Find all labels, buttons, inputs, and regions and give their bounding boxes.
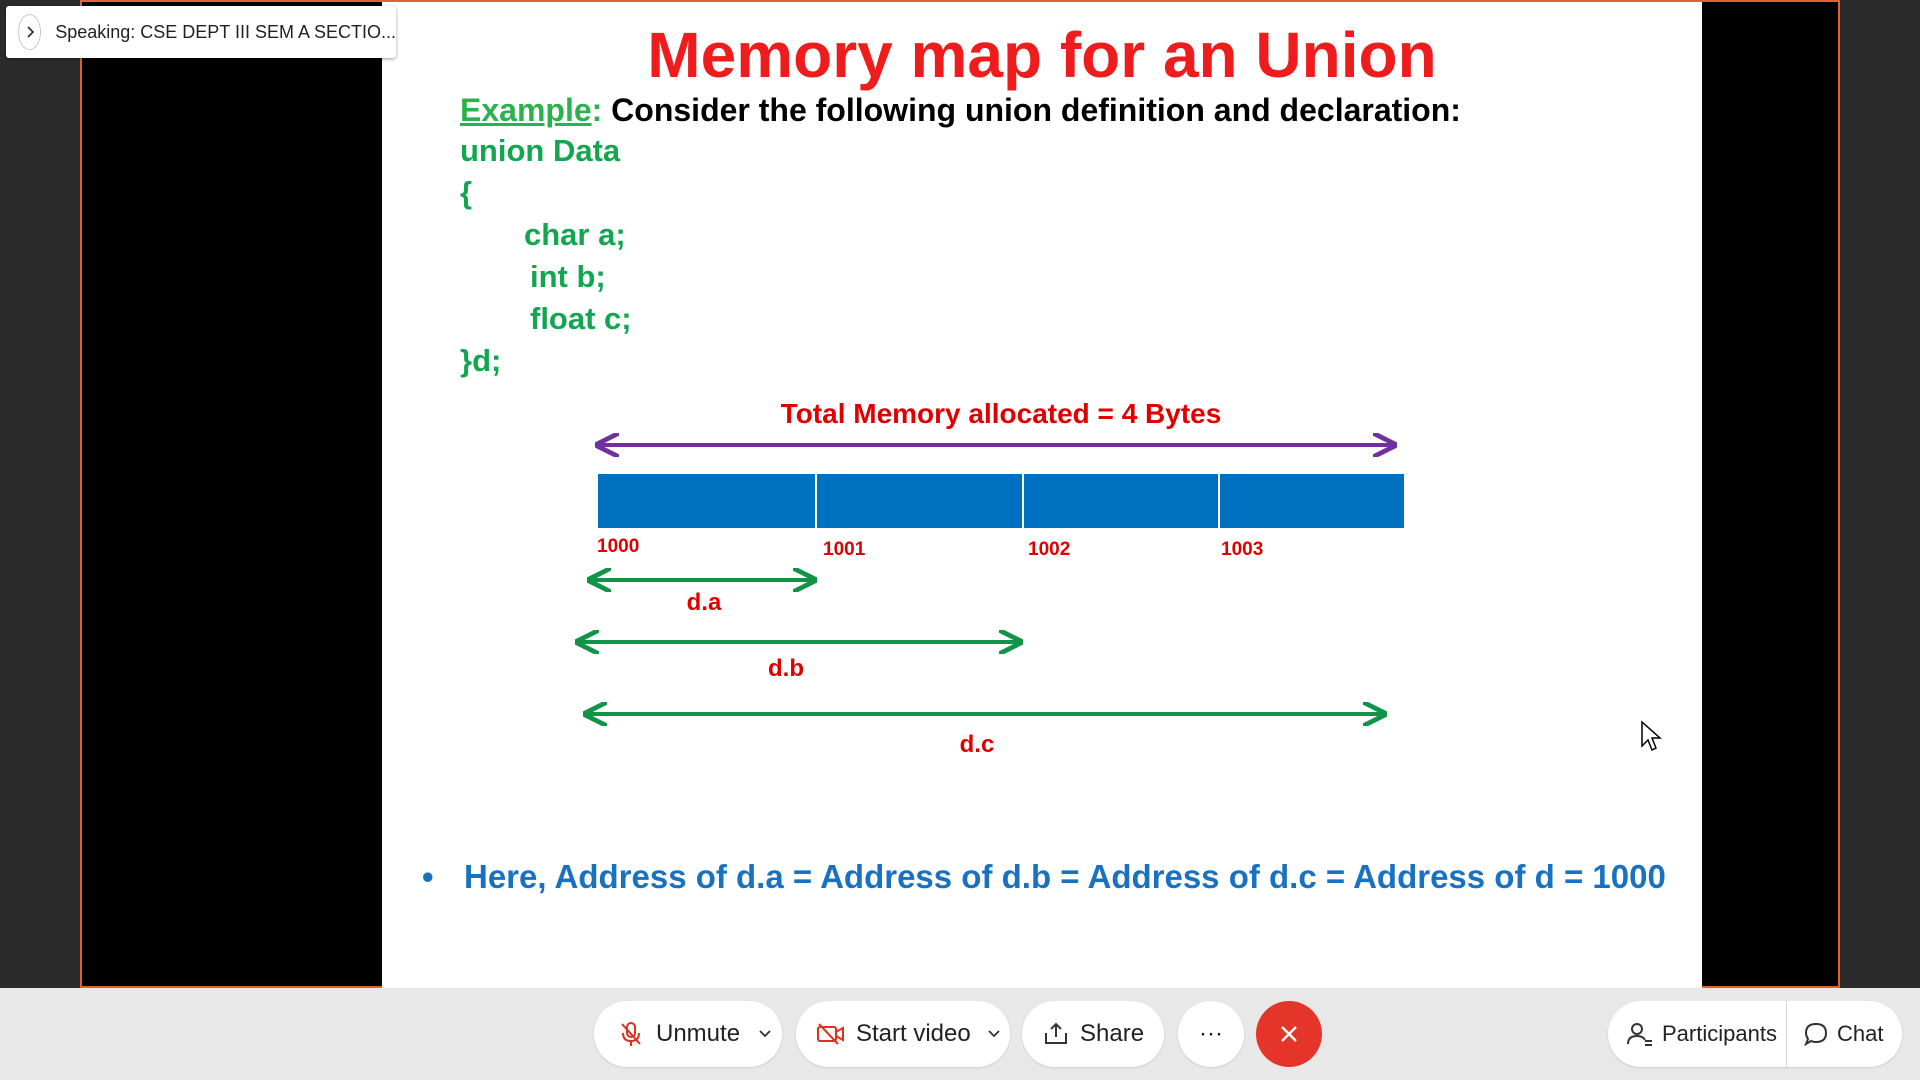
member-label-d-c: d.c bbox=[960, 731, 995, 758]
address-1002: 1002 bbox=[1028, 539, 1070, 560]
chat-label: Chat bbox=[1837, 1021, 1884, 1046]
side-panel-controls: Participants Chat bbox=[1608, 1001, 1902, 1067]
bullet-dot-icon: • bbox=[422, 858, 434, 895]
microphone-muted-icon bbox=[618, 1020, 644, 1048]
example-line: Example: Consider the following union de… bbox=[460, 90, 1461, 130]
unmute-label: Unmute bbox=[656, 1020, 741, 1047]
participants-icon bbox=[1626, 1021, 1654, 1047]
code-line-open-brace: { bbox=[460, 175, 473, 210]
divider bbox=[1786, 1001, 1787, 1067]
code-line-int: int b; bbox=[530, 259, 606, 294]
slide-title: Memory map for an Union bbox=[647, 19, 1437, 91]
share-icon bbox=[1042, 1021, 1070, 1047]
memory-byte-1002 bbox=[1024, 474, 1218, 528]
example-text: Consider the following union definition … bbox=[602, 92, 1461, 128]
chat-icon bbox=[1803, 1021, 1829, 1047]
code-line-char: char a; bbox=[524, 217, 626, 252]
active-speaker-indicator: Speaking: CSE DEPT III SEM A SECTIO... bbox=[6, 6, 396, 58]
member-label-d-b: d.b bbox=[768, 655, 804, 682]
end-call-button[interactable] bbox=[1256, 1001, 1322, 1067]
shared-screen: Memory map for an Union Example: Conside… bbox=[80, 0, 1840, 990]
unmute-button[interactable]: Unmute bbox=[594, 1001, 782, 1067]
address-1001: 1001 bbox=[823, 539, 866, 560]
more-options-label: ··· bbox=[1199, 1020, 1223, 1047]
share-button[interactable]: Share bbox=[1022, 1001, 1164, 1067]
more-options-button[interactable]: ··· bbox=[1178, 1001, 1244, 1067]
memory-diagram: Total Memory allocated = 4 Bytes 1000 10… bbox=[382, 398, 1404, 758]
chevron-right-icon[interactable] bbox=[18, 14, 42, 50]
code-line-union: union Data bbox=[460, 133, 621, 168]
start-video-label: Start video bbox=[856, 1020, 971, 1047]
chevron-down-icon[interactable] bbox=[758, 1029, 772, 1039]
example-colon: : bbox=[591, 92, 603, 128]
meeting-control-bar: Unmute Start video Share ··· bbox=[0, 988, 1920, 1080]
share-label: Share bbox=[1080, 1020, 1145, 1047]
code-line-close-brace: }d; bbox=[460, 343, 502, 378]
total-memory-label: Total Memory allocated = 4 Bytes bbox=[781, 398, 1222, 429]
memory-byte-1000 bbox=[598, 474, 815, 528]
address-1003: 1003 bbox=[1221, 539, 1263, 560]
example-word: Example bbox=[460, 92, 592, 128]
address-1000: 1000 bbox=[597, 536, 639, 557]
mouse-cursor-icon bbox=[1641, 720, 1662, 752]
slide: Memory map for an Union Example: Conside… bbox=[382, 2, 1702, 990]
memory-byte-1001 bbox=[817, 474, 1022, 528]
chat-button[interactable]: Chat bbox=[1787, 1001, 1883, 1067]
speaker-label: Speaking: CSE DEPT III SEM A SECTIO... bbox=[55, 21, 396, 42]
start-video-button[interactable]: Start video bbox=[796, 1001, 1010, 1067]
chevron-down-icon[interactable] bbox=[987, 1029, 1001, 1039]
member-label-d-a: d.a bbox=[687, 589, 722, 616]
address-bullet-text: Here, Address of d.a = Address of d.b = … bbox=[464, 858, 1666, 895]
participants-label: Participants bbox=[1662, 1021, 1777, 1046]
code-line-float: float c; bbox=[530, 301, 632, 336]
address-bullet: • Here, Address of d.a = Address of d.b =… bbox=[422, 856, 1666, 898]
memory-byte-1003 bbox=[1220, 474, 1404, 528]
camera-off-icon bbox=[816, 1022, 846, 1046]
participants-button[interactable]: Participants bbox=[1608, 1001, 1786, 1067]
close-icon bbox=[1281, 1026, 1297, 1042]
